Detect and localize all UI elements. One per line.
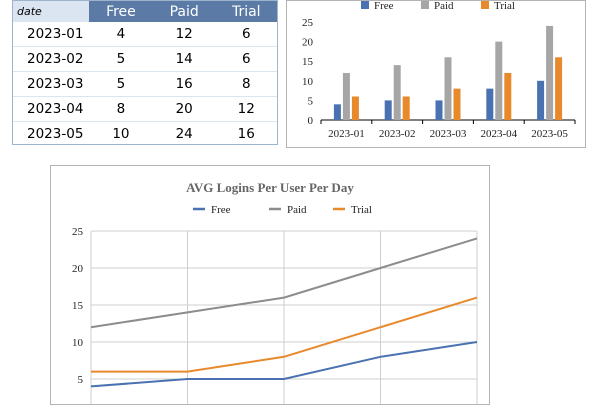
bar-paid xyxy=(444,57,452,120)
table-cell: 16 xyxy=(215,121,277,146)
bar-trial xyxy=(504,72,512,120)
table-cell: 4 xyxy=(116,26,126,42)
bar-trial xyxy=(402,96,410,120)
y-tick-label: 25 xyxy=(72,226,84,238)
table-cell: 12 xyxy=(215,96,277,122)
legend-label-free: Free xyxy=(374,1,394,12)
y-tick-label: 0 xyxy=(308,115,314,127)
legend-swatch-trial xyxy=(481,1,489,9)
table-cell: 2023-01 xyxy=(27,26,84,42)
x-tick-label: 2023-02 xyxy=(379,128,416,140)
table-header-row: date Free Paid Trial xyxy=(13,1,277,22)
x-tick-label: 2023-05 xyxy=(531,128,568,140)
column-header-paid: Paid xyxy=(152,1,216,22)
data-table: date Free Paid Trial 2023-01 4 12 6 2023… xyxy=(13,1,277,146)
table-cell: 2023-05 xyxy=(13,121,89,146)
y-tick-label: 20 xyxy=(302,37,314,49)
table-cell: 14 xyxy=(152,46,216,72)
table-cell: 5 xyxy=(89,71,153,97)
y-tick-label: 25 xyxy=(302,17,314,29)
bar-paid xyxy=(495,41,503,120)
table-cell: 8 xyxy=(215,71,277,97)
table-row: 2023-05 10 24 16 xyxy=(13,121,277,146)
x-tick-label: 2023-04 xyxy=(480,128,517,140)
legend-swatch-free xyxy=(361,1,369,9)
line-chart: AVG Logins Per User Per Day Free Paid Trial… xyxy=(72,180,478,404)
legend-label-free: Free xyxy=(211,204,231,216)
bar-free xyxy=(486,88,494,120)
table-cell: 2023-02 xyxy=(13,46,89,72)
bar-free xyxy=(537,80,545,120)
bar-trial xyxy=(453,88,461,120)
data-table-panel: date Free Paid Trial 2023-01 4 12 6 2023… xyxy=(12,0,278,146)
y-tick-label: 20 xyxy=(72,263,84,275)
table-cell: 20 xyxy=(152,96,216,122)
table-cell: 5 xyxy=(89,46,153,72)
column-header-trial: Trial xyxy=(215,1,277,22)
y-tick-label: 10 xyxy=(302,76,314,88)
x-tick-label: 2023-01 xyxy=(328,128,365,140)
table-cell: 6 xyxy=(215,46,277,72)
table-cell: 24 xyxy=(152,121,216,146)
column-header-free: Free xyxy=(89,1,153,22)
y-tick-label: 10 xyxy=(72,337,84,349)
table-cell: 12 xyxy=(175,26,193,42)
table-cell: 2023-04 xyxy=(13,96,89,122)
series-line-paid xyxy=(90,237,478,329)
bar-paid xyxy=(342,72,350,120)
line-chart-panel: AVG Logins Per User Per Day Free Paid Trial… xyxy=(50,165,490,405)
y-tick-label: 5 xyxy=(78,374,84,386)
table-cell: 16 xyxy=(152,71,216,97)
bar-paid xyxy=(546,25,554,121)
legend-label-trial: Trial xyxy=(351,204,372,216)
legend-label-paid: Paid xyxy=(434,1,454,12)
bar-chart-panel: 0 5 10 15 20 25 2023-01 2023-02 2023-03 2023-04 20… xyxy=(286,0,586,148)
table-row: 2023-02 5 14 6 xyxy=(13,46,277,72)
table-row: 2023-04 8 20 12 xyxy=(13,96,277,122)
y-tick-label: 15 xyxy=(302,56,314,68)
series-line-trial xyxy=(91,296,478,373)
table-cell: 6 xyxy=(241,26,251,42)
x-tick-label: 2023-03 xyxy=(430,128,467,140)
y-tick-label: 5 xyxy=(308,95,314,107)
table-row: 2023-03 5 16 8 xyxy=(13,71,277,97)
legend-swatch-paid xyxy=(421,1,429,9)
column-header-date: date xyxy=(13,1,89,22)
bar-paid xyxy=(393,65,401,120)
chart-title: AVG Logins Per User Per Day xyxy=(186,180,354,195)
y-tick-label: 15 xyxy=(72,300,84,312)
table-row: 2023-01 4 12 6 xyxy=(13,22,277,47)
table-cell: 2023-03 xyxy=(13,71,89,97)
legend-label-paid: Paid xyxy=(287,204,307,216)
series-line-free xyxy=(90,341,478,388)
bar-chart: 0 5 10 15 20 25 2023-01 2023-02 2023-03 2023-04 20… xyxy=(302,1,576,140)
bar-free xyxy=(333,104,341,120)
bar-free xyxy=(435,100,443,120)
table-cell: 10 xyxy=(89,121,153,146)
bar-free xyxy=(384,100,392,120)
legend-label-trial: Trial xyxy=(494,1,515,12)
bar-trial xyxy=(555,57,563,120)
table-cell: 8 xyxy=(89,96,153,122)
bar-trial xyxy=(351,96,359,120)
